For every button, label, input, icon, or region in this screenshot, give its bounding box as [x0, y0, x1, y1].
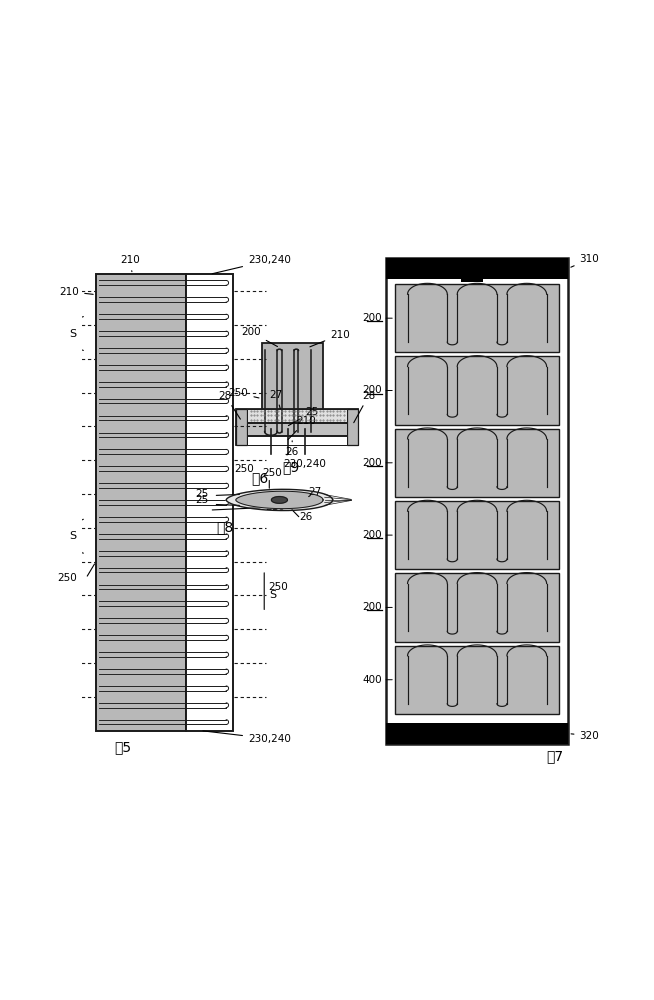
Text: 28: 28 — [218, 391, 241, 419]
Text: S: S — [69, 531, 77, 541]
Text: 图7: 图7 — [546, 749, 563, 763]
FancyBboxPatch shape — [395, 356, 559, 425]
Text: 230,240: 230,240 — [212, 255, 291, 274]
Text: 图9: 图9 — [283, 461, 300, 475]
Text: 图8: 图8 — [216, 520, 233, 534]
Text: 26: 26 — [300, 512, 313, 522]
Text: 400: 400 — [362, 675, 382, 685]
Text: 250: 250 — [57, 573, 77, 583]
FancyBboxPatch shape — [460, 258, 483, 282]
FancyBboxPatch shape — [347, 409, 358, 445]
FancyBboxPatch shape — [395, 501, 559, 569]
Text: 200: 200 — [362, 313, 382, 323]
FancyBboxPatch shape — [386, 258, 568, 744]
FancyBboxPatch shape — [186, 274, 233, 731]
Polygon shape — [226, 489, 333, 511]
FancyBboxPatch shape — [395, 429, 559, 497]
Text: 200: 200 — [362, 385, 382, 395]
Text: 27: 27 — [404, 725, 429, 736]
Text: 200: 200 — [362, 602, 382, 612]
Text: 310: 310 — [571, 254, 599, 267]
FancyBboxPatch shape — [236, 409, 247, 445]
Text: 250: 250 — [229, 388, 259, 398]
Text: S: S — [69, 329, 77, 339]
FancyBboxPatch shape — [236, 409, 358, 445]
Polygon shape — [236, 491, 323, 509]
Text: 210: 210 — [60, 287, 93, 297]
Text: 250: 250 — [268, 582, 288, 592]
Polygon shape — [271, 497, 287, 503]
FancyBboxPatch shape — [247, 436, 347, 445]
FancyBboxPatch shape — [395, 573, 559, 642]
Text: 27: 27 — [269, 390, 283, 409]
Text: 320: 320 — [571, 731, 599, 741]
FancyBboxPatch shape — [395, 646, 559, 714]
Text: 25: 25 — [195, 489, 209, 499]
FancyBboxPatch shape — [395, 284, 559, 352]
Text: 200: 200 — [241, 327, 277, 347]
FancyBboxPatch shape — [247, 409, 347, 422]
Text: 210: 210 — [213, 502, 286, 512]
FancyBboxPatch shape — [386, 723, 568, 744]
Text: 25: 25 — [195, 495, 209, 505]
Text: 27: 27 — [309, 487, 322, 497]
Text: S: S — [269, 590, 277, 600]
Text: 26: 26 — [286, 441, 299, 457]
Text: 图5: 图5 — [114, 740, 131, 754]
Text: 250: 250 — [234, 464, 254, 474]
Text: 200: 200 — [362, 530, 382, 540]
FancyBboxPatch shape — [262, 343, 322, 432]
FancyBboxPatch shape — [96, 274, 186, 731]
Text: 210: 210 — [310, 330, 350, 347]
FancyBboxPatch shape — [386, 258, 568, 279]
Text: 250: 250 — [262, 468, 282, 478]
Text: 25: 25 — [288, 407, 318, 426]
Text: 210: 210 — [288, 416, 316, 440]
Text: 230,240: 230,240 — [203, 731, 291, 744]
FancyBboxPatch shape — [247, 423, 347, 435]
Text: 230,240: 230,240 — [283, 454, 326, 469]
Text: 210: 210 — [120, 255, 139, 272]
Text: 28: 28 — [354, 391, 375, 423]
Text: 27: 27 — [404, 258, 429, 276]
Text: 200: 200 — [362, 458, 382, 468]
Text: 图6: 图6 — [252, 471, 269, 485]
